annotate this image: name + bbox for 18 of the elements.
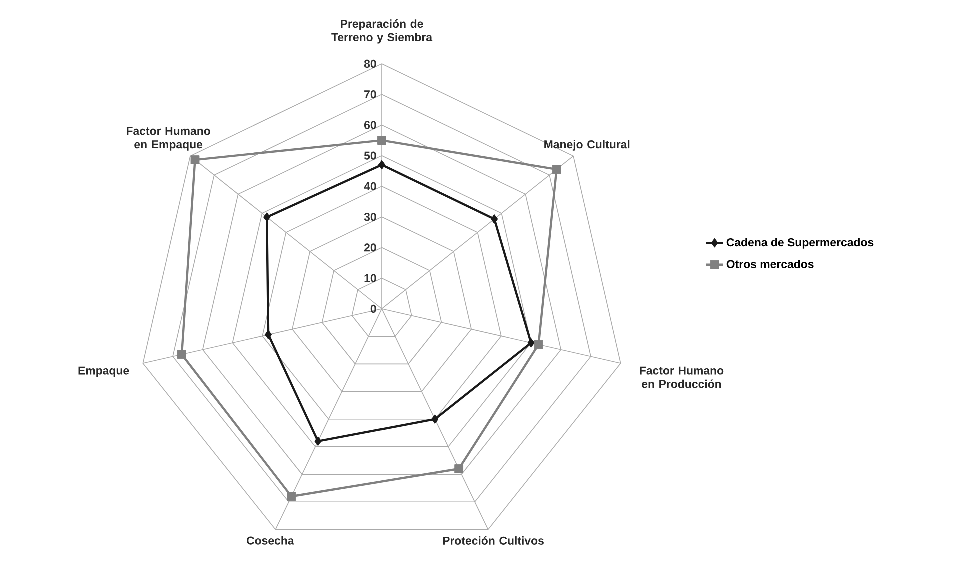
spoke-label: Empaque bbox=[78, 366, 130, 378]
spoke-label: Factor Humano en Producción bbox=[640, 366, 724, 388]
y-tick-label: 40 bbox=[364, 182, 376, 191]
spoke-label: Preparación de Terreno y Siembra bbox=[332, 20, 433, 44]
legend-label: Otros mercados bbox=[726, 260, 814, 268]
y-tick-label: 0 bbox=[370, 304, 376, 314]
spoke-label: Proteción Cultivos bbox=[443, 536, 544, 545]
y-tick-label: 70 bbox=[364, 90, 376, 99]
spoke-label: Manejo Cultural bbox=[544, 140, 630, 151]
legend-label: Cadena de Supermercados bbox=[726, 238, 874, 249]
spoke-label: Factor Humano en Empaque bbox=[126, 127, 210, 151]
y-tick-label: 20 bbox=[364, 244, 376, 252]
y-tick-label: 50 bbox=[364, 152, 376, 160]
y-tick-label: 30 bbox=[364, 213, 376, 222]
y-tick-label: 10 bbox=[364, 274, 376, 282]
y-tick-label: 60 bbox=[364, 121, 376, 130]
y-tick-label: 80 bbox=[364, 60, 376, 68]
spoke-label: Cosecha bbox=[247, 536, 294, 545]
